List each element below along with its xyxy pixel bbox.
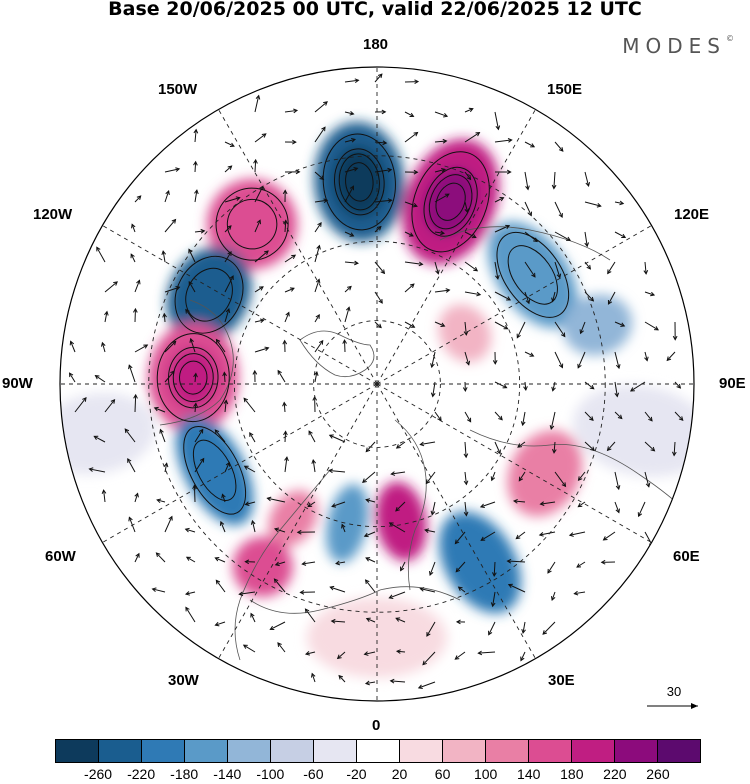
colorbar-tick-label: -100 <box>256 766 284 782</box>
colorbar-swatch <box>572 740 615 762</box>
lon-label-30w: 30W <box>168 672 199 689</box>
colorbar-swatch <box>185 740 228 762</box>
lon-label-30e: 30E <box>548 672 575 689</box>
colorbar-tick-label: 140 <box>517 766 540 782</box>
lon-label-60e: 60E <box>673 548 700 565</box>
colorbar-labels: -260 -220 -180 -140 -100 -60 -20 20 60 100 140 180 2… <box>55 766 701 784</box>
wind-vector <box>344 340 345 352</box>
colorbar-tick-label: 20 <box>392 766 408 782</box>
colorbar-swatch <box>400 740 443 762</box>
reference-vector-label: 30 <box>644 684 704 699</box>
colorbar-swatch <box>314 740 357 762</box>
lon-label-90e: 90E <box>719 375 746 392</box>
lon-label-120w: 120W <box>33 206 72 223</box>
brand-mark: © <box>726 34 734 43</box>
colorbar-tick-label: -140 <box>213 766 241 782</box>
colorbar-swatch <box>615 740 658 762</box>
colorbar-tick-label: 180 <box>560 766 583 782</box>
colorbar-swatch <box>486 740 529 762</box>
colorbar-swatch <box>443 740 486 762</box>
colorbar-swatch <box>99 740 142 762</box>
colorbar-swatch <box>529 740 572 762</box>
reference-vector: 30 <box>644 684 704 699</box>
colorbar-swatch <box>357 740 400 762</box>
arrow-right-icon <box>647 703 698 709</box>
colorbar-tick-label: 60 <box>435 766 451 782</box>
colorbar <box>55 739 701 763</box>
lon-label-120e: 120E <box>674 206 709 223</box>
colorbar-tick-label: -60 <box>303 766 323 782</box>
lon-label-0: 0 <box>372 717 380 734</box>
lon-label-180: 180 <box>363 36 388 53</box>
lon-label-90w: 90W <box>2 375 33 392</box>
lon-label-60w: 60W <box>45 548 76 565</box>
colorbar-tick-label: -260 <box>84 766 112 782</box>
colorbar-tick-label: 220 <box>603 766 626 782</box>
map-title: Base 20/06/2025 00 UTC, valid 22/06/2025… <box>0 0 750 20</box>
colorbar-swatch <box>56 740 99 762</box>
colorbar-swatch <box>658 740 700 762</box>
wind-vector <box>135 395 136 412</box>
colorbar-swatch <box>228 740 271 762</box>
colorbar-tick-label: 260 <box>646 766 669 782</box>
colorbar-tick-label: -180 <box>170 766 198 782</box>
brand-logo: MODES© <box>622 34 734 58</box>
colorbar-tick-label: 100 <box>474 766 497 782</box>
brand-name: MODES <box>622 34 726 58</box>
colorbar-swatch <box>271 740 314 762</box>
colorbar-tick-label: -20 <box>346 766 366 782</box>
lon-label-150w: 150W <box>158 81 197 98</box>
colorbar-swatch <box>142 740 185 762</box>
wind-vector <box>194 485 195 502</box>
colorbar-tick-label: -220 <box>127 766 155 782</box>
lon-label-150e: 150E <box>547 81 582 98</box>
